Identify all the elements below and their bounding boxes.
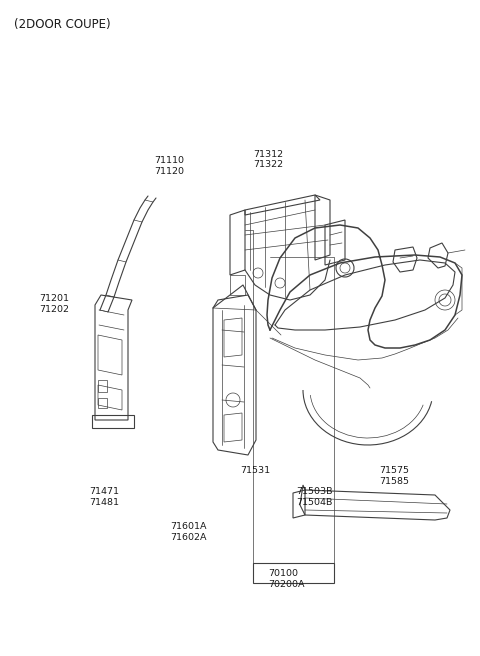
Text: 71471
71481: 71471 71481 <box>89 487 119 506</box>
Text: (2DOOR COUPE): (2DOOR COUPE) <box>14 18 110 31</box>
Text: 71312
71322: 71312 71322 <box>253 150 283 169</box>
Bar <box>253 563 334 583</box>
Text: 71503B
71504B: 71503B 71504B <box>297 487 333 506</box>
Text: 71110
71120: 71110 71120 <box>155 156 184 176</box>
Text: 71575
71585: 71575 71585 <box>379 466 409 485</box>
Text: 71201
71202: 71201 71202 <box>39 294 69 314</box>
Text: 71531: 71531 <box>240 466 270 475</box>
Text: 70100
70200A: 70100 70200A <box>268 569 304 589</box>
Text: 71601A
71602A: 71601A 71602A <box>170 522 207 542</box>
